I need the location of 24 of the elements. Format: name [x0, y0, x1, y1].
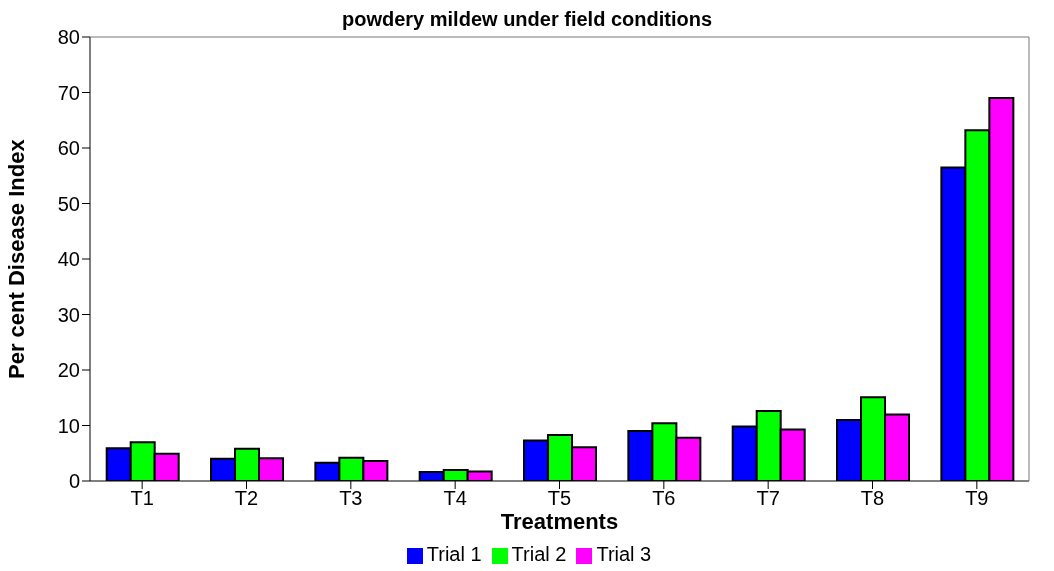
x-tick-label: T5: [547, 487, 572, 510]
legend-label: Trial 1: [426, 543, 482, 565]
y-tick-label: 20: [57, 359, 80, 382]
y-tick-label: 10: [57, 414, 80, 437]
x-axis-title: Treatments: [500, 509, 619, 534]
x-tick-label: T8: [860, 487, 885, 510]
y-tick-label: 40: [57, 248, 80, 271]
y-tick-label: 80: [57, 26, 80, 49]
x-tick-label: T7: [756, 487, 780, 510]
legend-label: Trial 2: [511, 543, 567, 565]
y-tick-label: 70: [57, 81, 80, 104]
y-tick-label: 30: [57, 303, 80, 326]
x-tick-label: T4: [443, 487, 467, 510]
y-tick-label: 0: [68, 470, 80, 493]
x-tick-label: T9: [965, 487, 989, 510]
x-tick-label: T3: [339, 487, 363, 510]
y-tick-label: 60: [57, 137, 80, 160]
x-tick-label: T6: [652, 487, 676, 510]
y-tick-label: 50: [57, 192, 80, 215]
x-tick-label: T2: [234, 487, 259, 510]
chart-title: powdery mildew under field conditions: [341, 8, 713, 30]
legend-label: Trial 3: [596, 543, 652, 565]
y-axis-title: Per cent Disease Index: [3, 138, 29, 379]
x-tick-label: T1: [130, 487, 154, 510]
